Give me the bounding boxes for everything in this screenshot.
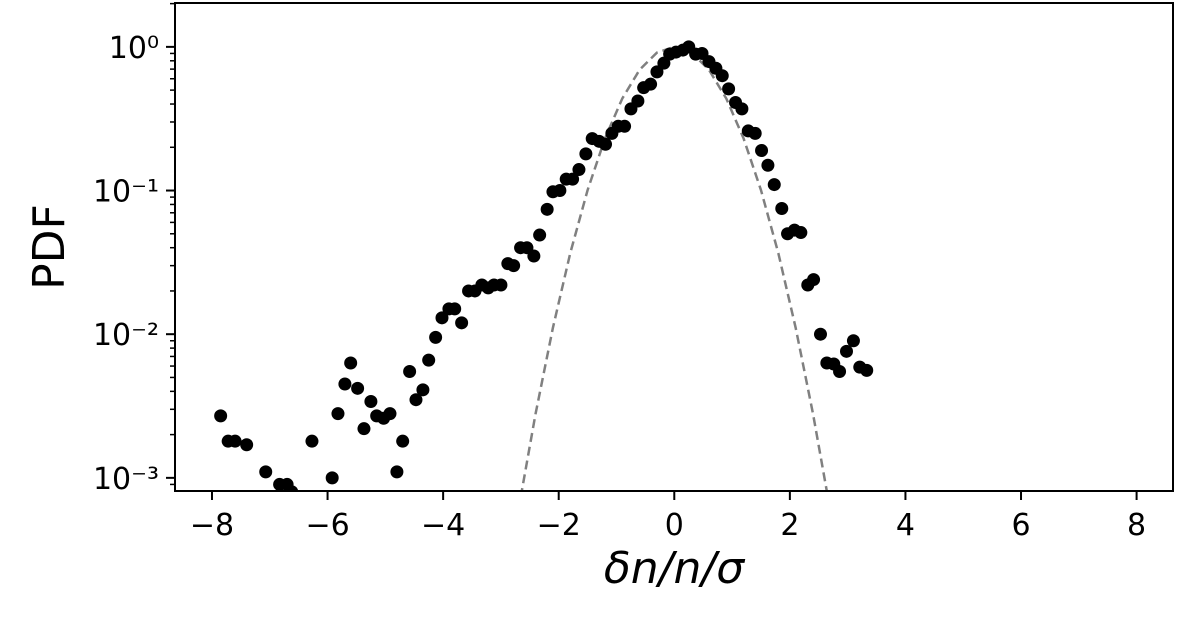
data-point [305,434,319,448]
reference-curve [520,45,829,491]
x-tick-label: 2 [780,508,799,543]
data-point [429,330,443,344]
data-point [344,356,358,370]
data-point [553,184,567,198]
data-point [228,434,242,448]
data-point [331,407,345,421]
data-point [448,302,462,316]
x-tick-label: −8 [190,508,234,543]
data-point [364,394,378,408]
data-point [761,158,775,172]
data-point [650,65,664,79]
y-tick-label: 10⁰ [109,31,159,66]
data-point [715,69,729,83]
data-point [807,273,821,287]
data-point [540,202,554,216]
data-point [435,311,449,325]
x-axis-label: δn/n/σ [604,543,745,594]
data-point [507,259,521,273]
x-tick-label: −4 [421,508,465,543]
y-tick-label: 10⁻² [93,318,159,353]
data-point [748,126,762,140]
data-point [527,249,541,263]
data-point [494,278,508,292]
x-tick-label: 4 [896,508,915,543]
data-point [860,363,874,377]
x-tick-label: 0 [665,508,684,543]
data-point [403,364,417,378]
data-point [240,438,254,452]
data-point [644,77,658,91]
x-tick-label: −2 [537,508,581,543]
data-point [839,344,853,358]
data-point [455,316,469,330]
data-point [775,201,789,215]
data-point [794,226,808,240]
x-tick-label: 6 [1011,508,1030,543]
data-point [351,381,365,395]
data-point [833,364,847,378]
data-point [325,471,339,485]
data-point [755,143,769,157]
data-point [579,147,593,161]
data-point [533,228,547,242]
x-tick-label: 8 [1127,508,1146,543]
data-point [422,353,436,367]
data-point [631,94,645,108]
data-point [618,119,632,133]
data-point [214,409,228,423]
data-point [566,172,580,186]
x-tick-label: −6 [305,508,349,543]
data-point [813,327,827,341]
data-point [846,334,860,348]
y-axis-label: PDF [24,204,75,290]
data-point [390,465,404,479]
y-tick-label: 10⁻³ [93,462,159,497]
data-point [599,137,613,151]
plot-frame [174,2,1174,492]
data-point [735,102,749,116]
data-point [767,178,781,192]
data-point [409,393,423,407]
data-point [416,383,430,397]
y-tick-label: 10⁻¹ [93,175,159,210]
data-point [572,163,586,177]
data-point [338,377,352,391]
data-point [396,434,410,448]
data-point [259,465,273,479]
data-point [285,485,299,491]
data-point [383,407,397,421]
data-point [357,422,371,436]
data-point [722,82,736,96]
